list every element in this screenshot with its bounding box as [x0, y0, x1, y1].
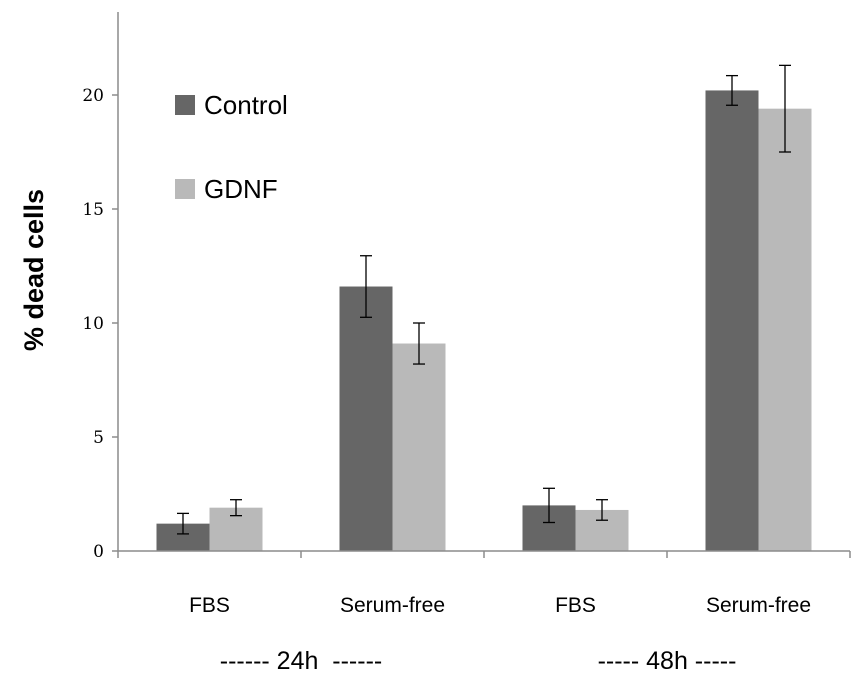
error-bar — [543, 487, 555, 524]
bar-gdnf — [758, 108, 812, 552]
error-bar — [726, 74, 738, 106]
y-tick-label: 10 — [82, 314, 104, 334]
y-tick-label: 0 — [93, 542, 104, 562]
y-axis-ticks: 0 5 10 15 20 — [82, 86, 118, 562]
error-bar — [360, 255, 372, 318]
error-bar — [596, 499, 608, 521]
category-label: FBS — [189, 594, 230, 617]
legend-label-gdnf: GDNF — [204, 174, 278, 204]
legend-swatch-control — [175, 95, 195, 115]
error-bar — [177, 512, 189, 535]
legend: Control GDNF — [175, 90, 288, 204]
category-label: FBS — [555, 594, 596, 617]
legend-label-control: Control — [204, 90, 288, 120]
y-tick-label: 5 — [93, 428, 104, 448]
category-labels: FBS Serum-free FBS Serum-free — [189, 594, 811, 617]
error-bar — [230, 499, 242, 517]
error-bar — [413, 322, 425, 365]
y-tick-label: 20 — [82, 86, 104, 106]
x-axis-ticks — [117, 551, 851, 558]
bar-control — [705, 90, 759, 551]
category-label: Serum-free — [706, 594, 811, 617]
group-label: ------ 24h ------ — [220, 647, 382, 675]
bars — [156, 90, 812, 552]
bar-gdnf — [392, 343, 446, 551]
category-label: Serum-free — [340, 594, 445, 617]
legend-swatch-gdnf — [175, 179, 195, 199]
y-tick-label: 15 — [82, 200, 104, 220]
error-bars — [177, 64, 791, 535]
bar-control — [339, 286, 393, 551]
y-axis-label: % dead cells — [19, 189, 49, 351]
error-bar — [779, 64, 791, 153]
group-labels: ------ 24h ------ ----- 48h ----- — [220, 647, 737, 675]
group-label: ----- 48h ----- — [598, 647, 737, 675]
